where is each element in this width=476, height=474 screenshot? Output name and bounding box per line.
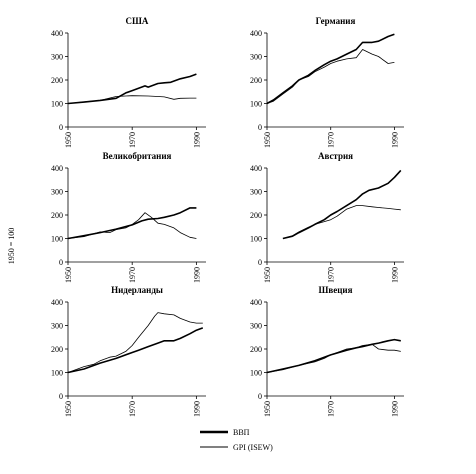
y-tick-label: 0: [258, 258, 262, 267]
y-tick-label: 300: [250, 188, 262, 197]
x-tick-label: 1970: [327, 132, 336, 148]
legend-gdp-label: ВВП: [233, 428, 250, 437]
series-line-gdp: [266, 338, 401, 374]
y-tick-label: 400: [250, 164, 262, 173]
x-tick-label: 1970: [128, 267, 137, 283]
panel-5: Нидерланды 0 100 200 300 400 1950 1970 1990: [51, 285, 206, 417]
x-tick-label: 1990: [192, 401, 201, 417]
panel-title: Австрия: [318, 151, 353, 161]
y-tick-label: 400: [51, 164, 63, 173]
y-tick-label: 400: [51, 298, 63, 307]
y-tick-label: 100: [51, 235, 63, 244]
y-tick-label: 100: [51, 369, 63, 378]
x-tick-label: 1950: [64, 267, 73, 283]
panel-3: Великобритания 0 100 200 300 400 1950 1970 1990: [51, 151, 206, 283]
panel-2: Германия 0 100 200 300 400 1950 1970 1990: [250, 16, 404, 148]
series-line-gdp: [67, 207, 197, 240]
x-tick-label: 1970: [327, 267, 336, 283]
x-tick-label: 1970: [128, 401, 137, 417]
x-tick-label: 1950: [263, 132, 272, 148]
y-tick-label: 200: [250, 211, 262, 220]
panel-6: Швеция 0 100 200 300 400 1950 1970 1990: [250, 285, 404, 417]
y-tick-label: 300: [250, 322, 262, 331]
panel-title: Великобритания: [103, 151, 172, 161]
x-tick-label: 1950: [263, 267, 272, 283]
series-line-gdp: [67, 73, 197, 105]
series-line-gdp: [282, 169, 402, 240]
series-line-gpi: [67, 312, 203, 373]
y-tick-label: 400: [250, 29, 262, 38]
x-tick-label: 1990: [192, 267, 201, 283]
legend: ВВП GPI (ISEW): [200, 428, 273, 452]
y-tick-label: 200: [51, 211, 63, 220]
y-tick-label: 0: [59, 392, 63, 401]
panel-title: США: [126, 16, 149, 26]
y-tick-label: 400: [51, 29, 63, 38]
x-tick-label: 1950: [64, 401, 73, 417]
series-line-gpi: [266, 49, 395, 104]
x-tick-label: 1990: [390, 132, 399, 148]
y-tick-label: 400: [250, 298, 262, 307]
y-tick-label: 0: [258, 123, 262, 132]
chart-panels: США 0 100 200 300 400 1950 1970 1990 Германия 0 100…: [51, 16, 404, 417]
series-line-gdp: [266, 33, 395, 105]
y-tick-label: 100: [250, 369, 262, 378]
x-tick-label: 1990: [390, 267, 399, 283]
x-tick-label: 1950: [64, 132, 73, 148]
y-tick-label: 200: [250, 345, 262, 354]
y-tick-label: 200: [250, 76, 262, 85]
y-tick-label: 100: [51, 100, 63, 109]
series-line-gdp: [67, 327, 204, 374]
panel-4: Австрия 0 100 200 300 400 1950 1970 1990: [250, 151, 404, 283]
panel-1: США 0 100 200 300 400 1950 1970 1990: [51, 16, 206, 148]
y-axis-label: 1950 = 100: [7, 228, 16, 265]
y-tick-label: 0: [59, 258, 63, 267]
y-tick-label: 100: [250, 100, 262, 109]
y-tick-label: 200: [51, 76, 63, 85]
x-tick-label: 1950: [263, 401, 272, 417]
panel-title: Германия: [316, 16, 356, 26]
y-tick-label: 300: [51, 53, 63, 62]
y-tick-label: 100: [250, 235, 262, 244]
y-tick-label: 200: [51, 345, 63, 354]
x-tick-label: 1990: [390, 401, 399, 417]
y-tick-label: 300: [250, 53, 262, 62]
series-line-gpi: [282, 205, 401, 239]
panel-title: Швеция: [319, 285, 353, 295]
x-tick-label: 1990: [192, 132, 201, 148]
series-line-gpi: [67, 95, 197, 104]
y-tick-label: 300: [51, 188, 63, 197]
y-tick-label: 0: [59, 123, 63, 132]
series-line-gpi: [266, 343, 401, 373]
x-tick-label: 1970: [327, 401, 336, 417]
series-line-gpi: [67, 212, 197, 239]
y-tick-label: 300: [51, 322, 63, 331]
y-tick-label: 0: [258, 392, 262, 401]
legend-gpi-label: GPI (ISEW): [233, 443, 273, 452]
x-tick-label: 1970: [128, 132, 137, 148]
panel-title: Нидерланды: [111, 285, 163, 295]
